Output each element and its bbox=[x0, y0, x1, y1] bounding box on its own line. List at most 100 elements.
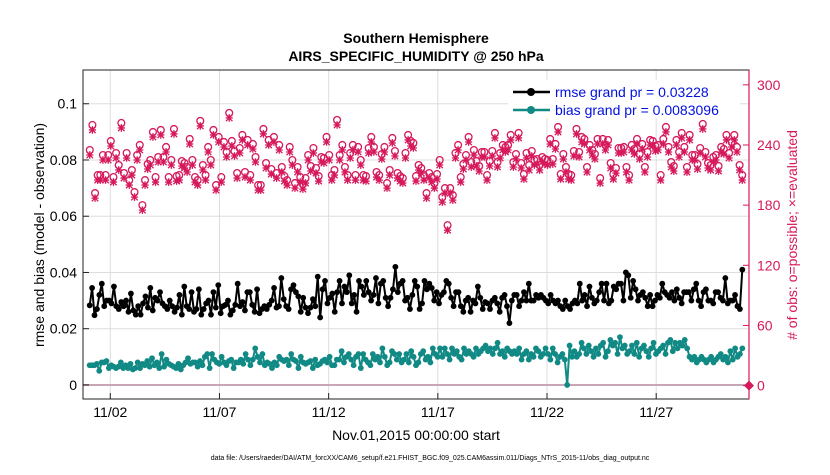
rmse-data-point bbox=[246, 289, 253, 296]
obs-evaluated-point bbox=[133, 156, 141, 164]
bias-data-point bbox=[125, 365, 131, 371]
bias-data-point bbox=[578, 339, 585, 346]
bias-data-point bbox=[393, 356, 400, 363]
bias-data-point bbox=[662, 351, 669, 357]
bias-data-point bbox=[645, 353, 652, 360]
rmse-data-point bbox=[676, 294, 683, 301]
rmse-data-point bbox=[421, 277, 428, 284]
rmse-data-point bbox=[111, 283, 117, 290]
bias-data-point bbox=[679, 342, 686, 349]
bias-data-point bbox=[137, 365, 143, 371]
obs-evaluated-point bbox=[528, 152, 536, 160]
rmse-data-point bbox=[428, 285, 435, 291]
obs-evaluated-point bbox=[167, 161, 175, 169]
rmse-data-point bbox=[688, 297, 695, 304]
bias-data-point bbox=[312, 356, 319, 363]
bias-data-point bbox=[297, 353, 304, 360]
bias-data-point bbox=[725, 359, 731, 366]
rmse-data-point bbox=[715, 289, 721, 296]
bias-data-point bbox=[564, 382, 571, 388]
bias-data-point bbox=[257, 359, 263, 366]
obs-evaluated-point bbox=[367, 138, 375, 146]
rmse-data-point bbox=[314, 273, 321, 280]
bias-data-point bbox=[338, 348, 345, 355]
obs-evaluated-point bbox=[386, 171, 394, 179]
obs-evaluated-point bbox=[246, 176, 254, 184]
obs-evaluated-point bbox=[659, 140, 667, 148]
rmse-data-point bbox=[94, 306, 100, 312]
obs-evaluated-point bbox=[115, 166, 123, 174]
obs-evaluated-point bbox=[607, 164, 615, 172]
obs-evaluated-point bbox=[230, 152, 239, 160]
y-tick-label: 0.08 bbox=[50, 152, 77, 168]
obs-evaluated-point bbox=[493, 163, 502, 171]
obs-evaluated-point bbox=[722, 136, 731, 144]
rmse-data-point bbox=[739, 266, 746, 273]
obs-evaluated-point bbox=[696, 149, 704, 157]
bias-data-point bbox=[247, 362, 254, 369]
obs-evaluated-point bbox=[325, 156, 333, 164]
rmse-data-point bbox=[620, 297, 627, 304]
rmse-data-point bbox=[644, 303, 651, 310]
rmse-data-point bbox=[523, 297, 530, 304]
rmse-data-point bbox=[188, 289, 195, 296]
bias-data-point bbox=[660, 342, 667, 349]
obs-evaluated-point bbox=[570, 152, 578, 160]
obs-evaluated-point bbox=[351, 176, 360, 184]
rmse-data-point bbox=[516, 303, 523, 310]
bias-data-point bbox=[197, 358, 203, 364]
rmse-data-point bbox=[373, 275, 379, 281]
obs-evaluated-point bbox=[443, 226, 452, 234]
rmse-data-point bbox=[424, 286, 430, 293]
rmse-data-point bbox=[319, 286, 326, 293]
obs-evaluated-point bbox=[575, 153, 583, 161]
bias-data-point bbox=[631, 351, 638, 357]
legend-bias-marker bbox=[527, 106, 535, 114]
rmse-data-point bbox=[690, 286, 697, 293]
bias-data-point bbox=[403, 351, 410, 357]
rmse-data-point bbox=[322, 277, 328, 284]
rmse-data-point bbox=[98, 280, 105, 287]
bias-data-point bbox=[379, 345, 386, 352]
obs-evaluated-point bbox=[541, 160, 549, 168]
bias-data-point bbox=[427, 359, 434, 366]
obs-evaluated-point bbox=[609, 175, 617, 183]
bias-data-point bbox=[585, 342, 592, 349]
rmse-data-point bbox=[426, 280, 433, 287]
rmse-data-point bbox=[145, 304, 151, 311]
obs-evaluated-point bbox=[288, 161, 297, 169]
legend-rmse-marker bbox=[527, 88, 535, 96]
obs-evaluated-point bbox=[236, 149, 244, 157]
rmse-data-point bbox=[506, 320, 513, 326]
obs-evaluated-point bbox=[251, 158, 260, 166]
rmse-data-point bbox=[729, 297, 736, 304]
obs-evaluated-point bbox=[375, 176, 383, 184]
rmse-data-point bbox=[285, 306, 292, 312]
bias-data-point bbox=[391, 351, 398, 357]
bias-data-point bbox=[163, 356, 170, 363]
obs-evaluated-point bbox=[383, 184, 391, 192]
bias-data-point bbox=[348, 356, 355, 363]
obs-evaluated-point bbox=[488, 152, 496, 160]
obs-evaluated-point bbox=[504, 146, 512, 154]
obs-evaluated-point bbox=[630, 150, 639, 158]
rmse-data-point bbox=[212, 304, 219, 311]
obs-evaluated-point bbox=[638, 145, 646, 153]
obs-evaluated-point bbox=[109, 178, 118, 186]
rmse-data-point bbox=[545, 300, 552, 307]
rmse-data-point bbox=[608, 297, 615, 304]
obs-evaluated-point bbox=[596, 179, 604, 187]
obs-evaluated-point bbox=[593, 140, 602, 148]
obs-evaluated-point bbox=[199, 166, 207, 174]
rmse-data-point bbox=[198, 311, 205, 318]
obs-evaluated-point bbox=[272, 174, 281, 182]
rmse-data-point bbox=[703, 286, 709, 293]
obs-evaluated-point bbox=[457, 178, 465, 186]
y2-tick-label: 120 bbox=[757, 257, 781, 273]
bias-data-point bbox=[684, 345, 691, 352]
bias-data-point bbox=[449, 345, 455, 352]
obs-evaluated-point bbox=[475, 167, 483, 175]
obs-evaluated-point bbox=[91, 194, 99, 202]
rmse-data-point bbox=[720, 297, 726, 304]
rmse-data-point bbox=[409, 292, 416, 298]
